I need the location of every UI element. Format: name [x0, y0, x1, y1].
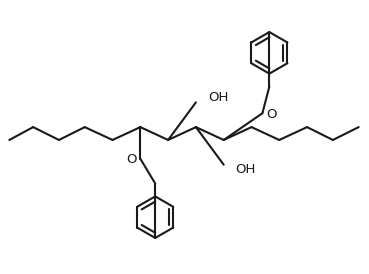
- Text: O: O: [266, 108, 277, 121]
- Text: OH: OH: [208, 91, 228, 104]
- Text: O: O: [126, 153, 137, 166]
- Text: OH: OH: [236, 163, 256, 176]
